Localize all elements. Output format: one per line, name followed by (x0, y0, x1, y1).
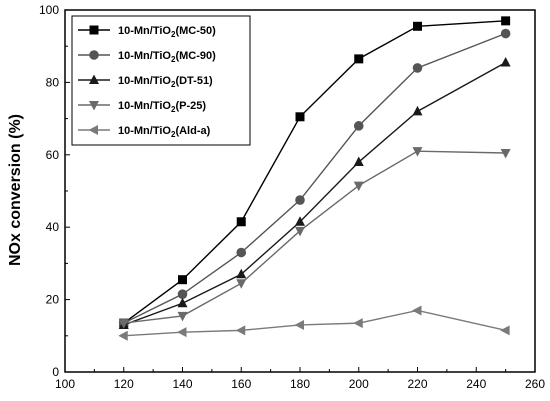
data-point (412, 63, 423, 73)
x-tick-label: 100 (55, 377, 75, 391)
data-point (412, 105, 423, 116)
data-point (413, 21, 422, 31)
data-point (236, 268, 247, 279)
x-tick-label: 240 (466, 377, 486, 391)
legend-marker (89, 25, 99, 35)
legend-label: 10-Mn/TiO2(MC-90) (118, 50, 216, 64)
legend-marker (89, 74, 99, 84)
legend-entry: 10-Mn/TiO2(DT-51) (78, 74, 213, 89)
y-tick-label: 40 (46, 220, 60, 234)
legend-label: 10-Mn/TiO2(MC-50) (118, 25, 216, 39)
data-point (177, 297, 188, 308)
data-point (412, 147, 423, 157)
data-point (236, 217, 246, 227)
y-tick-label: 20 (46, 293, 60, 307)
x-tick-label: 220 (407, 377, 427, 391)
series-2 (118, 28, 511, 328)
legend-label: 10-Mn/TiO2(P-25) (118, 100, 206, 114)
data-point (236, 247, 247, 258)
x-tick-label: 120 (114, 377, 134, 391)
legend-label: 10-Mn/TiO2(Ald-a) (118, 125, 211, 139)
y-tick-label: 100 (39, 3, 59, 17)
y-tick-label: 60 (46, 148, 60, 162)
legend-entry: 10-Mn/TiO2(P-25) (78, 100, 206, 114)
data-point (295, 226, 305, 237)
data-point (118, 319, 129, 329)
data-point (177, 327, 187, 338)
data-point (500, 28, 511, 39)
legend-entry: 10-Mn/TiO2(Ald-a) (78, 125, 211, 139)
data-point (295, 112, 305, 122)
y-tick-label: 80 (46, 75, 60, 89)
data-point (500, 325, 510, 336)
x-tick-label: 160 (231, 377, 251, 391)
data-point (501, 16, 511, 26)
series-4 (118, 147, 511, 329)
data-point (177, 311, 188, 322)
legend-label: 10-Mn/TiO2(DT-51) (118, 75, 213, 89)
legend-entry: 10-Mn/TiO2(MC-90) (78, 50, 216, 64)
data-point (354, 54, 364, 64)
data-point (353, 318, 363, 329)
data-point (118, 330, 128, 341)
y-tick-label: 0 (52, 365, 59, 379)
data-point (295, 216, 305, 226)
x-tick-label: 260 (525, 377, 545, 391)
data-point (500, 148, 511, 159)
data-point (353, 156, 364, 167)
x-tick-label: 200 (349, 377, 369, 391)
data-point (178, 275, 187, 285)
data-point (294, 319, 304, 330)
data-point (500, 56, 511, 67)
x-tick-label: 180 (290, 377, 310, 391)
data-point (295, 195, 305, 205)
legend-marker (89, 50, 99, 60)
y-axis-title: NOx conversion (%) (7, 114, 24, 266)
data-point (353, 181, 364, 192)
x-tick-label: 140 (172, 377, 192, 391)
data-point (353, 121, 364, 131)
axes: 100 120 140 160 180 200 220 240 260 0 20 40 60 80 100 (39, 3, 545, 391)
legend-entry: 10-Mn/TiO2(MC-50) (78, 25, 216, 39)
legend-marker (88, 125, 98, 135)
series-5 (118, 305, 510, 341)
data-point (236, 279, 247, 289)
legend: 10-Mn/TiO2(MC-50) 10-Mn/TiO2(MC-90) 10-Mn/… (71, 15, 251, 146)
data-point (177, 289, 188, 299)
series-layer (118, 16, 511, 341)
data-point (235, 325, 246, 336)
data-point (412, 305, 422, 316)
legend-marker (89, 101, 99, 111)
